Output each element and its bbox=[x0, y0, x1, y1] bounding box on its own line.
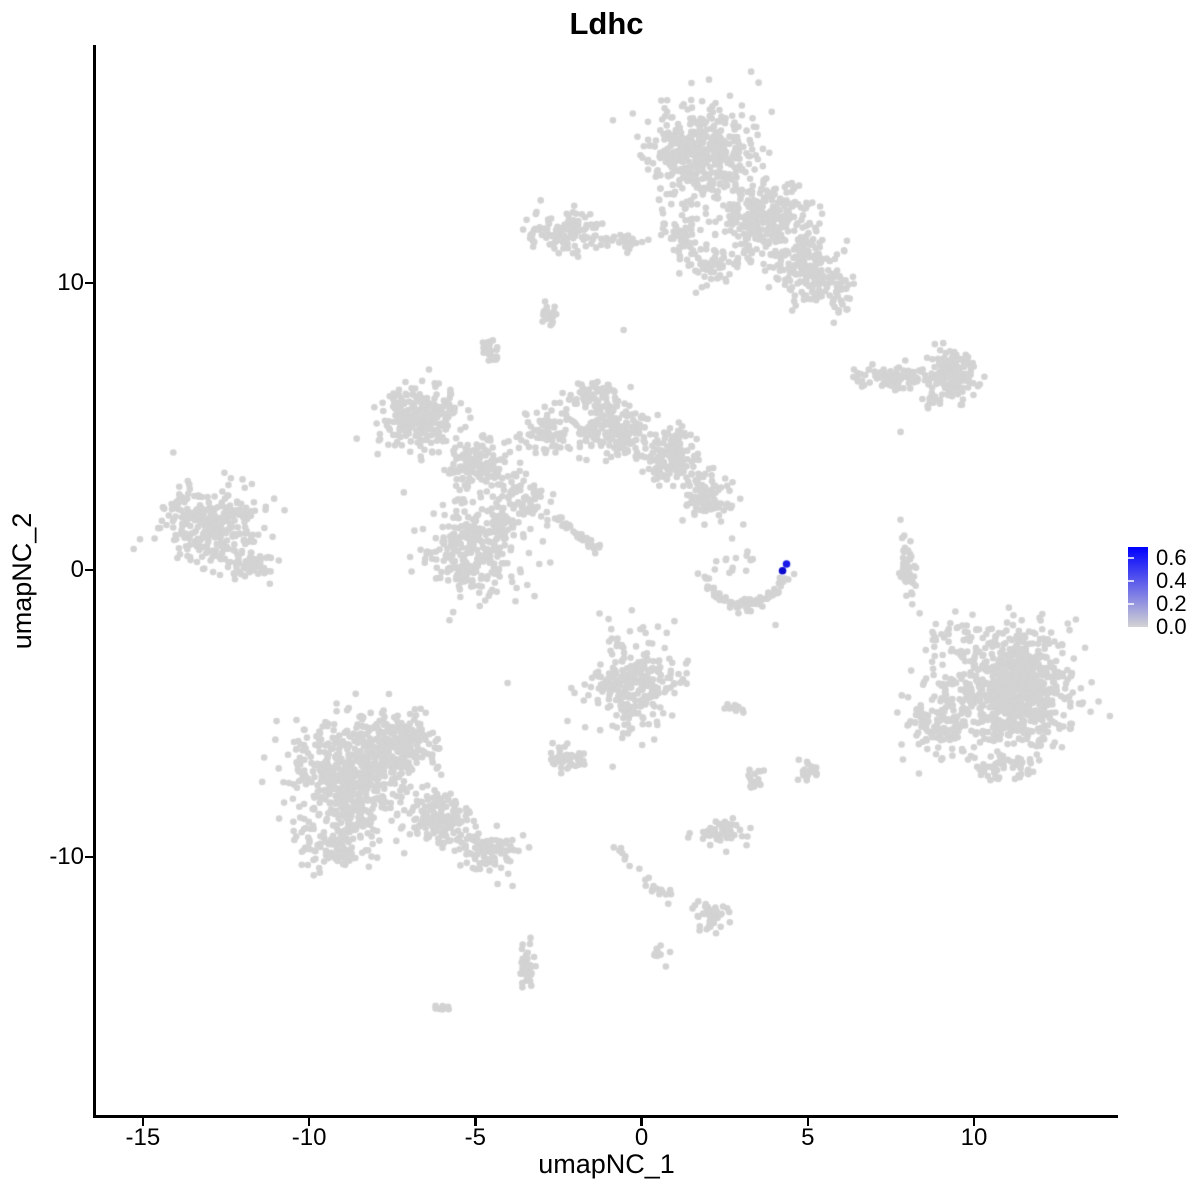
umap-scatter-canvas bbox=[95, 45, 1118, 1115]
x-tick-label: -15 bbox=[125, 1124, 161, 1151]
x-tick-mark bbox=[972, 1117, 976, 1126]
x-tick-label: 0 bbox=[634, 1124, 649, 1151]
colorbar-label: 0.2 bbox=[1156, 591, 1187, 617]
x-tick-label: 10 bbox=[960, 1124, 988, 1151]
x-tick-mark bbox=[474, 1117, 477, 1126]
x-tick-label: -10 bbox=[291, 1124, 327, 1151]
x-axis-line bbox=[93, 1115, 1118, 1118]
y-tick-mark bbox=[85, 855, 94, 859]
x-tick-mark bbox=[141, 1117, 145, 1126]
y-tick-mark bbox=[85, 568, 94, 572]
plot-title: Ldhc bbox=[569, 6, 644, 41]
colorbar-label: 0.0 bbox=[1156, 614, 1187, 639]
colorbar-tick bbox=[1128, 603, 1134, 606]
x-axis-label: umapNC_1 bbox=[538, 1149, 675, 1179]
plot-panel bbox=[95, 45, 1118, 1115]
expression-colorbar-legend: 0.6 0.4 0.2 0.0 bbox=[1124, 540, 1200, 640]
x-tick-mark bbox=[640, 1117, 643, 1126]
colorbar-tick bbox=[1128, 580, 1134, 583]
y-tick-mark bbox=[85, 281, 94, 285]
colorbar-tick bbox=[1128, 557, 1134, 560]
colorbar-label: 0.6 bbox=[1156, 545, 1187, 571]
x-tick-mark bbox=[806, 1117, 810, 1126]
y-tick-label: 0 bbox=[70, 555, 84, 583]
x-tick-mark bbox=[307, 1117, 311, 1126]
y-tick-label: -10 bbox=[49, 842, 84, 870]
x-tick-label: 5 bbox=[801, 1124, 815, 1151]
colorbar-gradient bbox=[1128, 547, 1148, 627]
y-tick-label: 10 bbox=[57, 268, 84, 296]
y-axis-line bbox=[93, 45, 96, 1117]
y-axis-label: umapNC_2 bbox=[7, 512, 37, 650]
colorbar-label: 0.4 bbox=[1156, 568, 1187, 594]
x-tick-label: -5 bbox=[464, 1124, 486, 1151]
